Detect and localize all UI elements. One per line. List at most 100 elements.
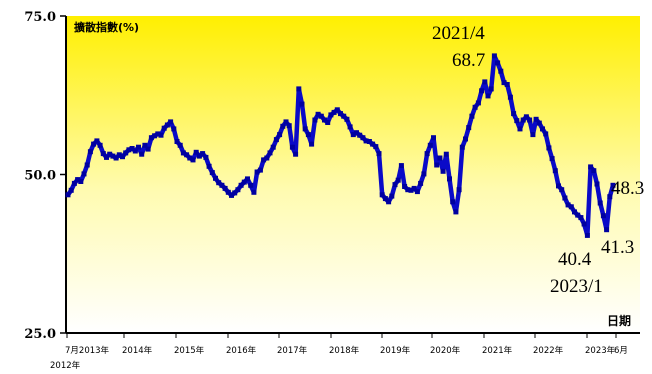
data-point	[302, 126, 308, 132]
data-point	[299, 101, 305, 107]
data-point	[113, 155, 119, 161]
data-point	[129, 146, 135, 151]
data-point	[405, 187, 411, 193]
data-point	[187, 155, 193, 161]
data-point	[171, 126, 177, 132]
data-point	[562, 195, 568, 201]
data-point	[341, 113, 347, 119]
data-point	[588, 164, 594, 170]
data-point	[373, 144, 379, 150]
data-point	[132, 148, 138, 154]
data-point	[517, 126, 523, 132]
data-point	[488, 86, 494, 92]
data-point	[81, 171, 87, 177]
x-tick-label: 2014年	[122, 345, 153, 356]
annotation-peak-date: 2021/4	[432, 23, 485, 44]
data-point	[84, 162, 90, 168]
data-point	[450, 199, 456, 205]
data-point	[136, 144, 141, 150]
data-point	[514, 118, 520, 124]
data-point	[456, 187, 462, 193]
data-point	[155, 131, 161, 137]
data-point	[277, 132, 283, 138]
data-point	[604, 227, 610, 233]
data-point	[97, 142, 103, 148]
x-axis-label: 日期	[607, 313, 631, 328]
data-point	[389, 193, 395, 199]
data-point	[270, 144, 276, 150]
annotation-last-value: 48.3	[611, 178, 644, 199]
data-point	[414, 189, 420, 195]
data-point	[286, 123, 292, 129]
data-point	[591, 168, 597, 174]
data-point	[347, 124, 353, 130]
data-point	[466, 125, 472, 131]
data-point	[392, 182, 398, 188]
data-point	[382, 196, 388, 202]
data-point	[491, 53, 497, 59]
data-point	[110, 153, 116, 159]
data-point	[264, 155, 270, 161]
data-point	[469, 113, 475, 119]
data-point	[315, 111, 321, 117]
data-point	[190, 157, 196, 163]
data-point	[511, 111, 517, 117]
data-point	[421, 171, 427, 177]
data-point	[408, 187, 414, 193]
data-point	[296, 86, 302, 92]
data-point	[472, 104, 478, 110]
data-point	[161, 125, 167, 131]
data-point	[293, 151, 299, 157]
data-point	[575, 212, 581, 218]
x-tick-label: 2022年	[533, 345, 564, 356]
data-point	[552, 168, 558, 174]
data-point	[116, 152, 122, 158]
data-point	[123, 150, 129, 156]
data-point	[427, 142, 433, 148]
data-point	[100, 151, 106, 157]
data-point	[325, 120, 331, 125]
data-point	[527, 117, 533, 123]
data-point	[120, 154, 125, 160]
data-point	[152, 133, 158, 139]
annotation-low-value: 40.4	[558, 249, 592, 270]
data-point	[370, 141, 376, 147]
data-point	[578, 215, 584, 221]
data-point	[219, 182, 225, 188]
data-point	[543, 131, 549, 137]
data-point	[184, 152, 190, 158]
data-point	[507, 94, 513, 100]
data-point	[78, 179, 84, 184]
data-point	[241, 179, 247, 185]
data-point	[164, 122, 170, 128]
data-point	[459, 144, 465, 150]
data-point	[504, 82, 510, 87]
data-point	[366, 139, 372, 144]
data-point	[334, 107, 340, 113]
y-axis-label: 擴散指數(%)	[74, 20, 139, 34]
data-point	[447, 176, 452, 182]
data-point	[568, 204, 574, 210]
x-tick-label: 7月2013年	[65, 345, 110, 356]
data-point	[209, 170, 215, 176]
data-point	[363, 138, 369, 144]
data-point	[402, 184, 408, 189]
data-point	[549, 156, 555, 162]
x-tick-label: 2019年	[380, 345, 411, 356]
data-point	[440, 168, 446, 174]
data-point	[213, 175, 218, 181]
x-tick-label: 2018年	[329, 345, 360, 356]
data-point	[523, 114, 529, 120]
y-tick-label: 75.0	[24, 10, 56, 25]
data-point	[267, 150, 273, 156]
data-point	[71, 180, 77, 186]
data-point	[193, 149, 199, 155]
x-tick-label: 2021年	[482, 345, 513, 356]
x-tick-label: 2017年	[277, 345, 308, 356]
annotation-second-low-value: 41.3	[601, 237, 634, 258]
data-point	[312, 117, 318, 123]
x-tick-label: 2016年	[226, 345, 257, 356]
data-point	[322, 117, 327, 123]
data-point	[546, 145, 552, 151]
